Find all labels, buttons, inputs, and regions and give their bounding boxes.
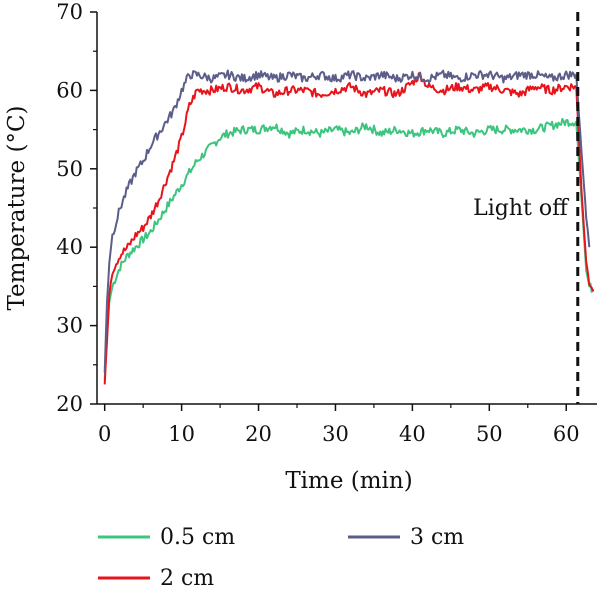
legend: 0.5 cm 2 cm 3 cm xyxy=(98,525,464,589)
legend-label-2: 3 cm xyxy=(410,525,464,550)
plot-area xyxy=(97,12,597,404)
y-ticks: 20 30 40 50 60 70 xyxy=(56,0,97,416)
y-axis-label: Temperature (°C) xyxy=(4,105,30,310)
y-tick-label-0: 20 xyxy=(56,392,83,416)
x-tick-label-3: 30 xyxy=(322,422,349,446)
y-tick-label-3: 50 xyxy=(56,157,83,181)
y-tick-label-4: 60 xyxy=(56,78,83,102)
y-tick-label-1: 30 xyxy=(56,314,83,338)
x-ticks: 0 10 20 30 40 50 60 xyxy=(98,404,580,446)
light-off-annotation: Light off xyxy=(473,196,569,221)
series-line-0 xyxy=(103,117,595,381)
series-line-2 xyxy=(103,69,591,373)
y-tick-label-5: 70 xyxy=(56,0,83,24)
x-tick-label-0: 0 xyxy=(98,422,111,446)
x-tick-label-2: 20 xyxy=(245,422,272,446)
x-tick-label-4: 40 xyxy=(399,422,426,446)
legend-label-1: 2 cm xyxy=(160,566,214,589)
series-layer xyxy=(103,69,595,385)
x-axis-label: Time (min) xyxy=(285,468,412,494)
x-tick-label-6: 60 xyxy=(553,422,580,446)
x-tick-label-5: 50 xyxy=(476,422,503,446)
legend-label-0: 0.5 cm xyxy=(160,525,235,550)
series-line-1 xyxy=(103,72,595,385)
x-tick-label-1: 10 xyxy=(168,422,195,446)
y-tick-label-2: 40 xyxy=(56,235,83,259)
